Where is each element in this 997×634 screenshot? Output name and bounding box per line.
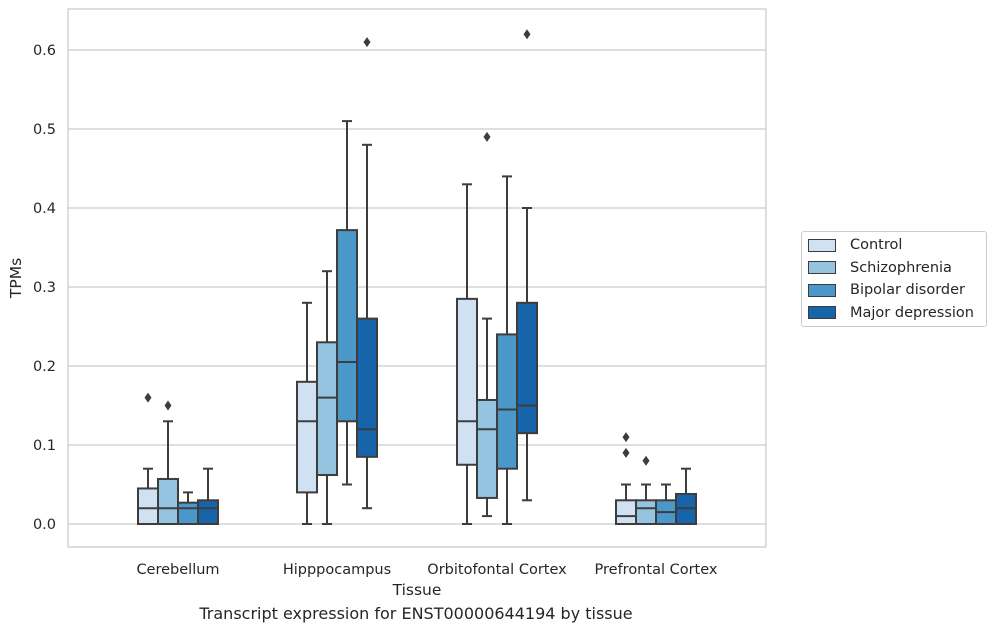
box-group	[157, 400, 179, 525]
legend-label: Bipolar disorder	[850, 282, 965, 298]
y-tick-label: 0.6	[33, 43, 56, 59]
box-iqr	[336, 229, 358, 423]
legend: Control Schizophrenia Bipolar disorder Majo…	[801, 231, 987, 327]
chart-caption: Transcript expression for ENST0000064419…	[199, 604, 633, 623]
box-iqr	[197, 499, 219, 525]
y-tick-label: 0.5	[33, 122, 56, 138]
box-group	[296, 301, 318, 525]
legend-item: Bipolar disorder	[808, 280, 965, 300]
box-group	[356, 37, 378, 510]
legend-item: Major depression	[808, 303, 974, 323]
y-axis-label: TPMs	[7, 258, 25, 299]
outlier-point	[642, 455, 650, 466]
box-iqr	[456, 297, 478, 466]
legend-label: Control	[850, 237, 903, 253]
outlier-point	[164, 400, 172, 411]
outlier-point	[523, 29, 531, 40]
box-iqr	[177, 501, 199, 526]
box-group	[316, 270, 338, 525]
box-iqr	[615, 499, 637, 525]
y-tick-label: 0.3	[33, 280, 56, 296]
box-group	[456, 183, 478, 525]
box-group	[476, 131, 498, 518]
box-iqr	[296, 380, 318, 494]
legend-swatch	[808, 261, 836, 274]
x-tick-label: Orbitofontal Cortex	[427, 562, 567, 578]
y-tick-label: 0.4	[33, 201, 56, 217]
box-group	[615, 432, 637, 525]
box-iqr	[157, 477, 179, 525]
y-tick-labels: 0.0 0.1 0.2 0.3 0.4 0.5 0.6	[33, 43, 56, 533]
box-iqr	[316, 341, 338, 477]
grid-layer	[68, 49, 766, 525]
box-iqr	[516, 301, 538, 435]
box-group	[655, 483, 677, 525]
plot-frame	[67, 8, 767, 548]
outlier-point	[144, 392, 152, 403]
x-tick-labels: Cerebellum Hipppocampus Orbitofontal Corte…	[136, 562, 717, 578]
box-group	[496, 175, 518, 525]
box-group	[675, 467, 697, 526]
box-group	[137, 392, 159, 526]
box-iqr	[356, 317, 378, 458]
x-tick-label: Prefrontal Cortex	[595, 562, 718, 578]
legend-swatch	[808, 238, 836, 252]
box-iqr	[476, 398, 498, 499]
box-group	[177, 491, 199, 526]
outlier-point	[622, 447, 630, 458]
legend-item: Control	[808, 235, 902, 255]
legend-label: Schizophrenia	[850, 259, 952, 276]
box-iqr	[635, 499, 657, 525]
x-axis-label: Tissue	[392, 581, 442, 599]
y-tick-label: 0.2	[33, 359, 56, 375]
legend-label: Major depression	[850, 304, 974, 321]
outlier-point	[483, 131, 491, 142]
legend-swatch	[808, 306, 836, 319]
x-tick-label: Hipppocampus	[283, 562, 391, 578]
box-group	[635, 455, 657, 525]
box-layer	[137, 29, 697, 526]
x-tick-label: Cerebellum	[136, 562, 219, 578]
legend-swatch	[808, 283, 836, 297]
legend-item: Schizophrenia	[808, 258, 952, 278]
box-iqr	[137, 487, 159, 526]
box-iqr	[496, 333, 518, 470]
outlier-point	[622, 432, 630, 443]
outlier-point	[363, 37, 371, 48]
box-group	[197, 467, 219, 525]
y-tick-label: 0.0	[33, 517, 56, 533]
box-group	[516, 29, 538, 502]
y-tick-label: 0.1	[33, 438, 56, 454]
box-group	[336, 120, 358, 486]
